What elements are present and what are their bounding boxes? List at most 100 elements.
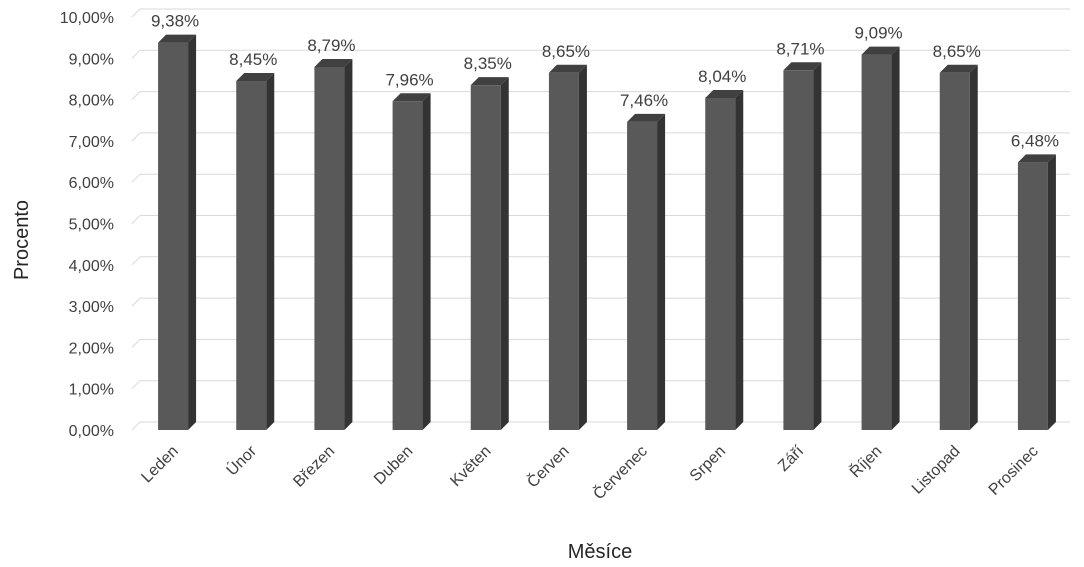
gridline-floor xyxy=(131,49,141,59)
x-tick-label: Březen xyxy=(290,443,338,491)
y-tick-label: 3,00% xyxy=(69,299,114,316)
bar-side xyxy=(735,89,744,430)
bar-top xyxy=(783,62,822,71)
y-tick-labels: 0,00% 1,00% 2,00% 3,00% 4,00% 5,00% 6,00% 7,00%… xyxy=(60,10,114,440)
y-axis-title: Procento xyxy=(11,200,33,280)
bar-side xyxy=(422,93,431,430)
bar-top xyxy=(705,89,744,98)
data-label: 8,35% xyxy=(464,54,512,73)
bar-top xyxy=(548,64,587,73)
x-tick-label: Duben xyxy=(371,443,416,488)
x-tick-label: Únor xyxy=(222,441,260,479)
x-tick-label: Září xyxy=(775,442,808,475)
bar-front xyxy=(1017,162,1048,430)
bar-top xyxy=(939,64,978,73)
gridline-floor xyxy=(131,339,141,348)
y-tick-label: 4,00% xyxy=(69,258,114,275)
bar-top xyxy=(627,113,666,122)
x-tick-label: Listopad xyxy=(909,443,964,498)
bar-front xyxy=(236,81,267,430)
data-label: 9,09% xyxy=(854,24,902,43)
x-tick-label: Prosinec xyxy=(986,443,1042,499)
bar-front xyxy=(627,121,658,430)
bar-top xyxy=(392,93,431,102)
bar xyxy=(861,46,900,430)
bars xyxy=(158,34,1056,431)
y-tick-label: 0,00% xyxy=(69,423,114,440)
x-tick-label: Červenec xyxy=(589,441,651,503)
x-tick-label: Srpen xyxy=(687,443,729,485)
data-label: 8,79% xyxy=(307,36,355,55)
bar-side xyxy=(500,77,509,431)
gridlines xyxy=(131,8,1070,431)
bar-side xyxy=(969,64,978,430)
gridline-floor xyxy=(131,256,141,266)
bar-front xyxy=(470,85,501,431)
y-tick-label: 9,00% xyxy=(69,51,114,68)
bar-front xyxy=(158,42,189,431)
x-tick-label: Květen xyxy=(447,443,494,490)
data-label: 8,65% xyxy=(542,42,590,61)
data-label: 8,65% xyxy=(933,42,981,61)
bar-top xyxy=(158,34,197,43)
data-label: 9,38% xyxy=(151,12,199,31)
gridline-floor xyxy=(131,8,141,18)
bar-side xyxy=(657,113,666,430)
bar xyxy=(158,34,197,431)
y-tick-label: 2,00% xyxy=(69,340,114,357)
data-label: 8,45% xyxy=(229,50,277,69)
y-tick-label: 8,00% xyxy=(69,93,114,110)
bar-top xyxy=(470,77,509,86)
gridline-floor xyxy=(131,297,141,307)
y-tick-label: 5,00% xyxy=(69,217,114,234)
bar xyxy=(1017,154,1056,430)
bar xyxy=(314,58,353,431)
data-label: 8,71% xyxy=(776,39,824,58)
bar-front xyxy=(861,54,892,430)
bar-front xyxy=(783,70,814,430)
bar-top xyxy=(861,46,900,55)
y-tick-label: 10,00% xyxy=(60,10,114,27)
y-tick-label: 1,00% xyxy=(69,382,114,399)
y-tick-label: 6,00% xyxy=(69,175,114,192)
bar-side xyxy=(813,62,822,430)
x-tick-label: Červen xyxy=(523,441,573,491)
x-tick-label: Říjen xyxy=(846,441,886,481)
bar-front xyxy=(939,72,970,430)
bar xyxy=(783,62,822,430)
bar xyxy=(470,77,509,431)
bar-side xyxy=(344,58,353,431)
bar xyxy=(392,93,431,430)
bar-side xyxy=(891,46,900,430)
bar-front xyxy=(705,97,736,430)
gridline-floor xyxy=(131,215,141,224)
bar-side xyxy=(578,64,587,430)
bar-top xyxy=(236,73,275,82)
data-label: 6,48% xyxy=(1011,131,1059,150)
data-label: 7,46% xyxy=(620,91,668,110)
bar-front xyxy=(314,66,345,431)
y-tick-label: 7,00% xyxy=(69,134,114,151)
gridline-floor xyxy=(131,173,141,183)
gridline-floor xyxy=(131,132,141,142)
bar-side xyxy=(1047,154,1056,430)
bar-top xyxy=(1017,154,1056,163)
bar-front xyxy=(548,72,579,430)
x-tick-labels: Leden Únor Březen Duben Květen Červen Červenec… xyxy=(138,441,1041,503)
x-tick-label: Leden xyxy=(138,443,181,486)
bar xyxy=(705,89,744,430)
bar xyxy=(939,64,978,430)
data-label: 8,04% xyxy=(698,67,746,86)
bar xyxy=(548,64,587,430)
bar-top xyxy=(314,58,353,67)
gridline-floor xyxy=(131,91,141,100)
data-labels: 9,38% 8,45% 8,79% 7,96% 8,35% 8,65% 7,46% 8,04%… xyxy=(151,12,1059,151)
gridline-floor xyxy=(131,421,141,431)
bar-front xyxy=(392,101,423,430)
bar xyxy=(627,113,666,430)
bar xyxy=(236,73,275,430)
bar-side xyxy=(188,34,197,431)
data-label: 7,96% xyxy=(385,70,433,89)
